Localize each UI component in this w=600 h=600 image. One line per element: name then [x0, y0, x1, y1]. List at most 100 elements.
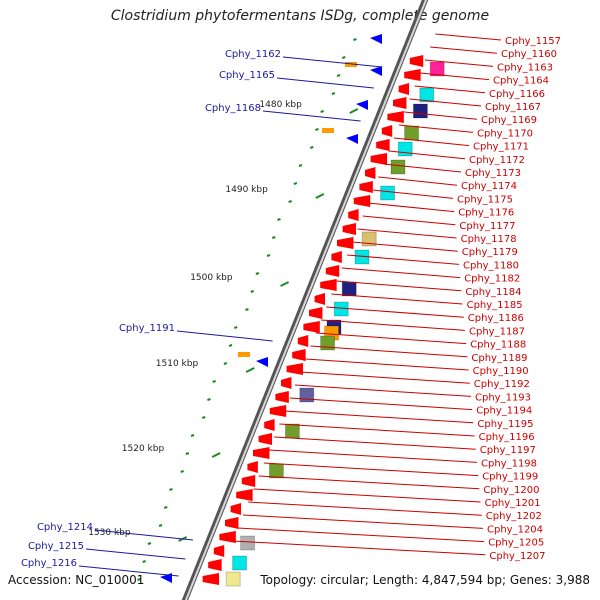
reverse-gene-arrow — [370, 34, 382, 44]
cog-feature-box — [341, 281, 357, 297]
cog-feature-box — [361, 231, 377, 247]
scale-label: 1520 kbp — [122, 444, 165, 454]
gene-label: Cphy_1162 — [225, 49, 281, 60]
gene-label: Cphy_1200 — [483, 485, 539, 496]
gc-tick — [142, 560, 146, 563]
reverse-gene-arrow — [356, 100, 368, 110]
gene-label-leader — [282, 56, 383, 68]
forward-gene-arrow — [381, 125, 393, 137]
scale-tick — [315, 193, 325, 199]
gene-label: Cphy_1187 — [469, 326, 525, 337]
gene-label-leader — [274, 436, 476, 450]
gene-label: Cphy_1195 — [477, 419, 533, 430]
gene-label: Cphy_1174 — [461, 181, 517, 192]
gene-label: Cphy_1214 — [37, 522, 93, 533]
forward-gene-arrow — [359, 181, 373, 193]
gc-tick — [185, 452, 190, 455]
gene-label: Cphy_1215 — [28, 541, 84, 552]
gene-label-leader — [94, 529, 194, 541]
gene-label-leader — [378, 176, 458, 186]
gene-label: Cphy_1201 — [485, 498, 541, 509]
gc-tick — [137, 578, 141, 581]
forward-gene-arrow — [370, 153, 388, 165]
gene-label-leader — [367, 202, 455, 213]
cog-feature-box — [412, 103, 428, 119]
gene-label: Cphy_1168 — [205, 103, 261, 114]
scale-tick — [349, 108, 359, 114]
gene-label: Cphy_1202 — [486, 511, 542, 522]
gene-label: Cphy_1190 — [473, 366, 529, 377]
forward-gene-arrow — [258, 433, 273, 445]
forward-gene-arrow — [365, 167, 376, 179]
gene-label-leader — [372, 189, 454, 199]
gene-label: Cphy_1204 — [487, 524, 543, 535]
forward-gene-arrow — [247, 461, 258, 473]
gene-label: Cphy_1163 — [497, 62, 553, 73]
gene-label-leader — [248, 501, 482, 516]
forward-gene-arrow — [320, 279, 337, 291]
gc-tick — [331, 92, 336, 95]
cog-feature-box — [240, 535, 256, 551]
gc-tick — [163, 506, 168, 509]
gc-tick — [223, 362, 228, 365]
gene-label: Cphy_1192 — [474, 379, 530, 390]
gc-tick — [277, 218, 281, 221]
gene-label: Cphy_1172 — [469, 155, 525, 166]
gene-label-leader — [276, 77, 374, 89]
gene-label-leader — [435, 33, 502, 41]
cog-feature-box — [404, 125, 420, 141]
gene-label: Cphy_1193 — [475, 392, 531, 403]
gene-label: Cphy_1216 — [21, 558, 77, 569]
gene-label-leader — [336, 280, 462, 292]
gc-tick — [207, 398, 211, 401]
forward-gene-arrow — [230, 503, 242, 515]
gene-label: Cphy_1167 — [485, 102, 541, 113]
gc-tick — [180, 470, 184, 473]
gene-label: Cphy_1180 — [463, 260, 519, 271]
gene-label: Cphy_1196 — [479, 432, 535, 443]
gene-label: Cphy_1165 — [219, 70, 275, 81]
cog-feature-box — [333, 301, 349, 317]
gene-label-leader — [331, 293, 463, 305]
gene-label-leader — [398, 124, 474, 133]
gene-label-leader — [279, 423, 475, 437]
forward-gene-arrow — [398, 83, 410, 95]
gene-label-leader — [320, 319, 466, 331]
gc-tick — [320, 110, 324, 113]
gene-label: Cphy_1179 — [462, 247, 518, 258]
scale-label: 1530 kbp — [88, 528, 131, 538]
gc-tick — [255, 272, 260, 275]
reverse-feature-box — [238, 352, 250, 357]
gc-tick — [169, 488, 173, 491]
gene-label-leader — [78, 565, 179, 577]
cog-feature-box — [419, 87, 435, 103]
forward-gene-arrow — [208, 559, 222, 571]
forward-gene-arrow — [286, 363, 304, 375]
gene-label-leader — [409, 98, 482, 107]
gc-tick — [266, 254, 271, 257]
gene-label-leader — [315, 332, 467, 345]
forward-gene-arrow — [342, 223, 357, 235]
cog-feature-box — [380, 185, 396, 201]
gene-label-leader — [242, 514, 484, 529]
reverse-gene-arrow — [370, 66, 382, 76]
gene-label: Cphy_1176 — [458, 208, 514, 219]
cog-feature-box — [225, 571, 241, 587]
gene-label-leader — [362, 215, 456, 226]
gc-tick — [309, 146, 314, 149]
scale-label: 1510 kbp — [156, 359, 199, 369]
gene-label: Cphy_1194 — [476, 406, 532, 417]
gc-tick — [158, 524, 163, 527]
forward-gene-arrow — [331, 251, 342, 263]
forward-gene-arrow — [409, 55, 424, 67]
gene-label: Cphy_1207 — [489, 551, 545, 562]
gc-tick — [147, 542, 152, 545]
accession-label: Accession: NC_010001 — [8, 573, 145, 587]
gene-label: Cphy_1173 — [465, 168, 521, 179]
scale-tick — [245, 367, 255, 373]
gc-tick — [298, 164, 303, 167]
gc-tick — [233, 326, 238, 329]
gene-label-leader — [430, 46, 498, 54]
forward-gene-arrow — [303, 321, 320, 333]
